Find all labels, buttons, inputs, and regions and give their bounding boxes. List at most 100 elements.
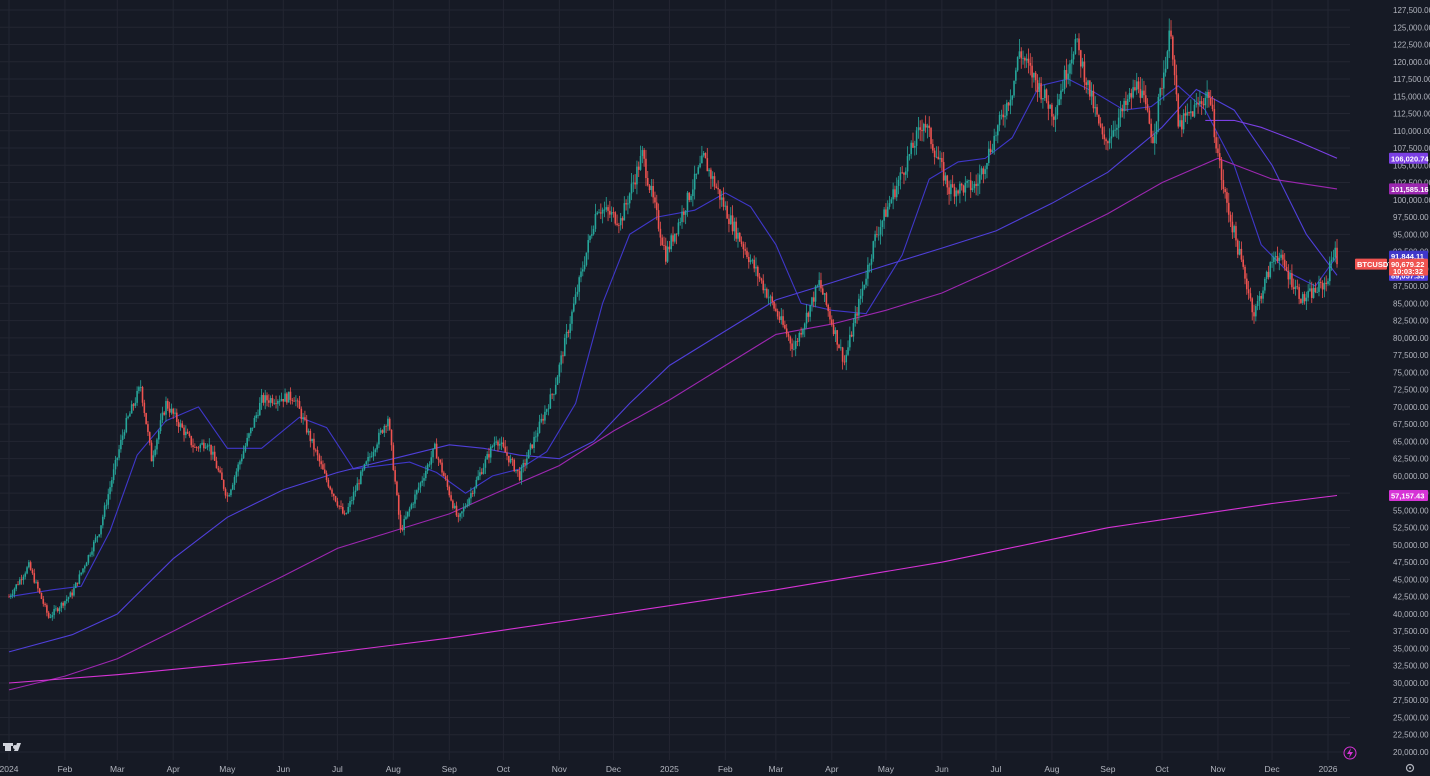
candle — [1051, 102, 1053, 126]
time-axis[interactable]: 2024 Feb Mar Apr May Jun Jul Aug Sep Oct Nov Dec 202… — [0, 764, 1338, 774]
candle — [396, 480, 398, 497]
candle — [157, 429, 160, 444]
candle — [1182, 109, 1185, 134]
tradingview-logo-icon[interactable] — [3, 743, 21, 751]
candle — [821, 284, 824, 295]
candle — [287, 391, 290, 403]
candle — [1305, 291, 1308, 310]
candle — [699, 155, 701, 169]
candle — [607, 204, 609, 222]
candle — [466, 499, 469, 508]
candle — [737, 227, 739, 248]
candle — [89, 552, 91, 558]
candle — [340, 500, 342, 510]
candle — [664, 237, 667, 265]
candle — [1161, 77, 1163, 96]
candle — [726, 201, 728, 219]
candle — [64, 600, 66, 611]
candle — [991, 143, 994, 154]
candle — [116, 457, 119, 467]
candle — [614, 211, 617, 226]
candle — [1296, 279, 1299, 290]
candle — [62, 601, 64, 609]
candle — [132, 402, 135, 411]
candle — [845, 350, 848, 371]
candle — [1325, 275, 1327, 292]
candle — [60, 601, 63, 613]
candle — [1033, 72, 1035, 83]
candle — [549, 388, 552, 409]
candle — [199, 443, 202, 453]
ma-price-badge-text: 91,844.11 — [1391, 252, 1424, 261]
candle — [221, 468, 223, 481]
candle — [1226, 188, 1228, 213]
candle — [710, 167, 712, 190]
candle — [1152, 130, 1154, 144]
candle — [1092, 84, 1095, 113]
candle — [1240, 241, 1243, 263]
candle — [1076, 38, 1078, 43]
candle — [379, 427, 382, 435]
candle — [1031, 56, 1033, 88]
candle — [282, 398, 285, 408]
candle — [616, 214, 618, 227]
candle — [313, 433, 315, 457]
moving-average-line — [1205, 119, 1338, 159]
candle — [1144, 85, 1147, 111]
candle — [1188, 111, 1190, 116]
candle — [1054, 107, 1057, 132]
candle — [383, 424, 386, 438]
candle — [941, 152, 943, 171]
candle — [502, 437, 505, 449]
gear-icon[interactable] — [1405, 763, 1415, 773]
candle — [850, 331, 853, 338]
candle — [975, 174, 977, 196]
candle — [1105, 137, 1107, 150]
y-tick-label: 100,000.00 — [1393, 196, 1430, 205]
candle — [376, 442, 378, 453]
candle — [46, 603, 48, 617]
candle — [636, 160, 638, 195]
candle — [1319, 277, 1322, 289]
candle — [204, 442, 207, 449]
candle — [190, 435, 193, 448]
candle — [517, 469, 519, 477]
candle — [1206, 80, 1208, 108]
candle — [950, 179, 952, 202]
y-tick-label: 30,000.00 — [1393, 679, 1429, 688]
x-tick-label: Jul — [991, 764, 1002, 774]
lightning-icon[interactable] — [1343, 746, 1357, 760]
candle — [1274, 251, 1277, 265]
candle — [437, 456, 440, 467]
y-tick-label: 80,000.00 — [1393, 334, 1429, 343]
candle — [697, 165, 700, 175]
candle — [742, 241, 745, 259]
candle — [592, 225, 595, 236]
candle — [610, 206, 613, 222]
candle — [811, 296, 813, 312]
candle — [966, 179, 968, 188]
candle — [1175, 64, 1178, 102]
candle — [1034, 71, 1037, 92]
candle — [1060, 83, 1062, 106]
candle — [109, 481, 111, 500]
candle — [370, 451, 373, 458]
candle — [728, 214, 730, 233]
candle — [1181, 115, 1183, 138]
candle — [338, 505, 341, 510]
candle — [264, 389, 267, 410]
y-tick-label: 42,500.00 — [1393, 593, 1429, 602]
candle — [632, 174, 635, 193]
y-tick-label: 107,500.00 — [1393, 144, 1430, 153]
candle — [861, 281, 864, 303]
candle — [508, 455, 510, 467]
price-axis[interactable]: 127,500.00 125,000.00 122,500.00 120,000.00… — [1393, 6, 1430, 757]
x-tick-label: Nov — [1210, 764, 1226, 774]
candle — [1292, 278, 1295, 294]
candle — [289, 387, 292, 405]
candle — [26, 565, 28, 575]
y-tick-label: 85,000.00 — [1393, 299, 1429, 308]
candle — [1061, 80, 1064, 92]
